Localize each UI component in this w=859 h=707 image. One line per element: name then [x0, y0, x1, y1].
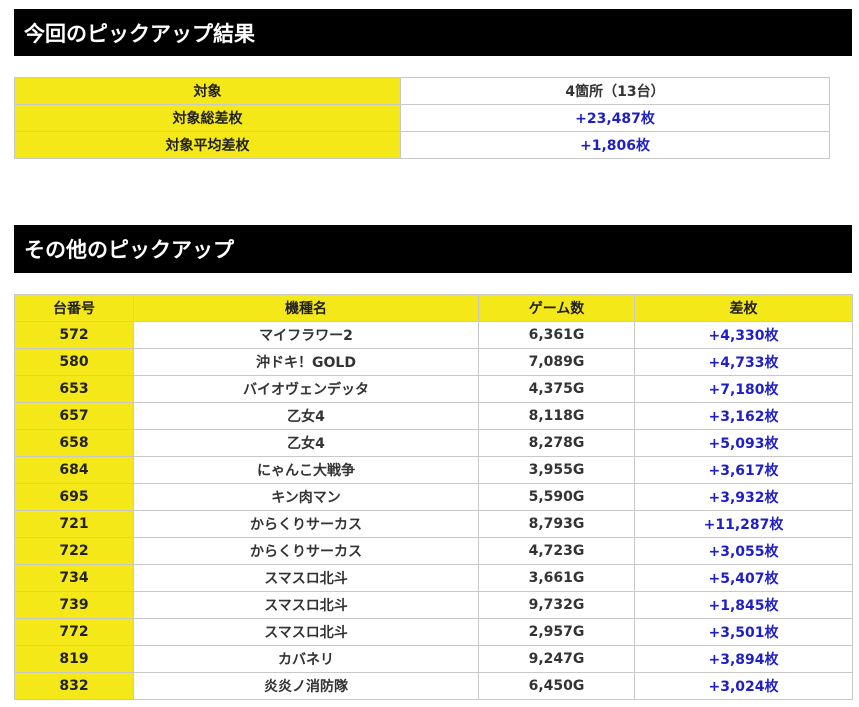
machine-number-cell: 653 — [14, 375, 134, 403]
table-row: 832 炎炎ノ消防隊 6,450G +3,024枚 — [14, 672, 853, 700]
difference-cell: +3,162枚 — [634, 402, 853, 430]
machine-name-cell: 乙女4 — [133, 402, 479, 430]
difference-cell: +3,055枚 — [634, 537, 853, 565]
difference-cell: +3,024枚 — [634, 672, 853, 700]
machine-name-cell: スマスロ北斗 — [133, 591, 479, 619]
summary-value: +1,806枚 — [400, 131, 830, 159]
machine-name-cell: スマスロ北斗 — [133, 564, 479, 592]
game-count-cell: 7,089G — [478, 348, 635, 376]
game-count-cell: 8,793G — [478, 510, 635, 538]
column-header-game-count: ゲーム数 — [478, 294, 635, 322]
machine-number-cell: 684 — [14, 456, 134, 484]
difference-cell: +7,180枚 — [634, 375, 853, 403]
table-row: 772 スマスロ北斗 2,957G +3,501枚 — [14, 618, 853, 646]
machine-name-cell: からくりサーカス — [133, 510, 479, 538]
table-row: 819 カバネリ 9,247G +3,894枚 — [14, 645, 853, 673]
game-count-cell: 3,661G — [478, 564, 635, 592]
pickup-table: 台番号 機種名 ゲーム数 差枚 572 マイフラワー2 6,361G +4,330枚 5… — [14, 294, 853, 700]
table-row: 580 沖ドキ！GOLD 7,089G +4,733枚 — [14, 348, 853, 376]
table-row: 739 スマスロ北斗 9,732G +1,845枚 — [14, 591, 853, 619]
table-row: 653 バイオヴェンデッタ 4,375G +7,180枚 — [14, 375, 853, 403]
machine-name-cell: 炎炎ノ消防隊 — [133, 672, 479, 700]
game-count-cell: 9,247G — [478, 645, 635, 673]
machine-name-cell: 沖ドキ！GOLD — [133, 348, 479, 376]
machine-name-cell: キン肉マン — [133, 483, 479, 511]
machine-number-cell: 580 — [14, 348, 134, 376]
game-count-cell: 4,723G — [478, 537, 635, 565]
column-header-difference: 差枚 — [634, 294, 853, 322]
difference-cell: +4,733枚 — [634, 348, 853, 376]
machine-number-cell: 772 — [14, 618, 134, 646]
table-row: 722 からくりサーカス 4,723G +3,055枚 — [14, 537, 853, 565]
machine-name-cell: マイフラワー2 — [133, 321, 479, 349]
machine-name-cell: にゃんこ大戦争 — [133, 456, 479, 484]
pickup-table-header: 台番号 機種名 ゲーム数 差枚 — [14, 294, 853, 322]
summary-label: 対象平均差枚 — [14, 131, 401, 159]
machine-number-cell: 721 — [14, 510, 134, 538]
summary-row: 対象総差枚 +23,487枚 — [14, 104, 830, 132]
column-header-machine-number: 台番号 — [14, 294, 134, 322]
game-count-cell: 9,732G — [478, 591, 635, 619]
summary-label: 対象総差枚 — [14, 104, 401, 132]
game-count-cell: 3,955G — [478, 456, 635, 484]
game-count-cell: 8,118G — [478, 402, 635, 430]
summary-label: 対象 — [14, 77, 401, 105]
game-count-cell: 8,278G — [478, 429, 635, 457]
difference-cell: +5,407枚 — [634, 564, 853, 592]
machine-number-cell: 722 — [14, 537, 134, 565]
summary-row: 対象 4箇所（13台） — [14, 77, 830, 105]
difference-cell: +3,617枚 — [634, 456, 853, 484]
machine-number-cell: 832 — [14, 672, 134, 700]
machine-name-cell: スマスロ北斗 — [133, 618, 479, 646]
machine-number-cell: 819 — [14, 645, 134, 673]
table-row: 695 キン肉マン 5,590G +3,932枚 — [14, 483, 853, 511]
difference-cell: +3,894枚 — [634, 645, 853, 673]
game-count-cell: 6,450G — [478, 672, 635, 700]
machine-name-cell: カバネリ — [133, 645, 479, 673]
summary-value: +23,487枚 — [400, 104, 830, 132]
summary-row: 対象平均差枚 +1,806枚 — [14, 131, 830, 159]
machine-name-cell: からくりサーカス — [133, 537, 479, 565]
difference-cell: +3,501枚 — [634, 618, 853, 646]
table-row: 658 乙女4 8,278G +5,093枚 — [14, 429, 853, 457]
machine-number-cell: 739 — [14, 591, 134, 619]
machine-number-cell: 658 — [14, 429, 134, 457]
table-row: 572 マイフラワー2 6,361G +4,330枚 — [14, 321, 853, 349]
machine-number-cell: 657 — [14, 402, 134, 430]
game-count-cell: 6,361G — [478, 321, 635, 349]
section-title-pickup-results: 今回のピックアップ結果 — [14, 9, 852, 56]
table-row: 734 スマスロ北斗 3,661G +5,407枚 — [14, 564, 853, 592]
game-count-cell: 2,957G — [478, 618, 635, 646]
difference-cell: +3,932枚 — [634, 483, 853, 511]
summary-value: 4箇所（13台） — [400, 77, 830, 105]
game-count-cell: 4,375G — [478, 375, 635, 403]
difference-cell: +1,845枚 — [634, 591, 853, 619]
difference-cell: +4,330枚 — [634, 321, 853, 349]
machine-number-cell: 572 — [14, 321, 134, 349]
machine-name-cell: バイオヴェンデッタ — [133, 375, 479, 403]
difference-cell: +5,093枚 — [634, 429, 853, 457]
machine-number-cell: 695 — [14, 483, 134, 511]
table-row: 684 にゃんこ大戦争 3,955G +3,617枚 — [14, 456, 853, 484]
table-row: 657 乙女4 8,118G +3,162枚 — [14, 402, 853, 430]
difference-cell: +11,287枚 — [634, 510, 853, 538]
summary-table: 対象 4箇所（13台） 対象総差枚 +23,487枚 対象平均差枚 +1,806… — [14, 77, 830, 159]
column-header-machine-name: 機種名 — [133, 294, 479, 322]
table-row: 721 からくりサーカス 8,793G +11,287枚 — [14, 510, 853, 538]
game-count-cell: 5,590G — [478, 483, 635, 511]
section-title-other-pickups: その他のピックアップ — [14, 225, 852, 273]
machine-number-cell: 734 — [14, 564, 134, 592]
machine-name-cell: 乙女4 — [133, 429, 479, 457]
